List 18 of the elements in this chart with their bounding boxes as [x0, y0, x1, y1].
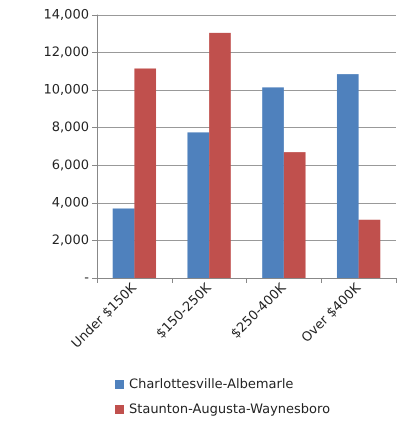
bar [336, 74, 359, 278]
y-tick-label: 8,000 [52, 120, 89, 136]
y-tick-label: 12,000 [44, 45, 89, 60]
legend-label: Staunton-Augusta-Waynesboro [129, 402, 330, 417]
y-tick-label: 4,000 [52, 195, 89, 210]
bar [209, 32, 231, 278]
y-tick-label: 10,000 [44, 82, 89, 98]
bar [262, 87, 284, 278]
y-tick-label: - [84, 270, 90, 286]
bar [134, 68, 156, 278]
legend-label: Charlottesville-Albemarle [129, 377, 294, 392]
bar [187, 132, 210, 278]
y-tick-label: 14,000 [44, 8, 89, 22]
bar [358, 220, 380, 278]
y-tick-label: 6,000 [52, 158, 89, 173]
bar [112, 208, 134, 278]
bar [284, 152, 306, 278]
y-tick-label: 2,000 [52, 232, 89, 248]
